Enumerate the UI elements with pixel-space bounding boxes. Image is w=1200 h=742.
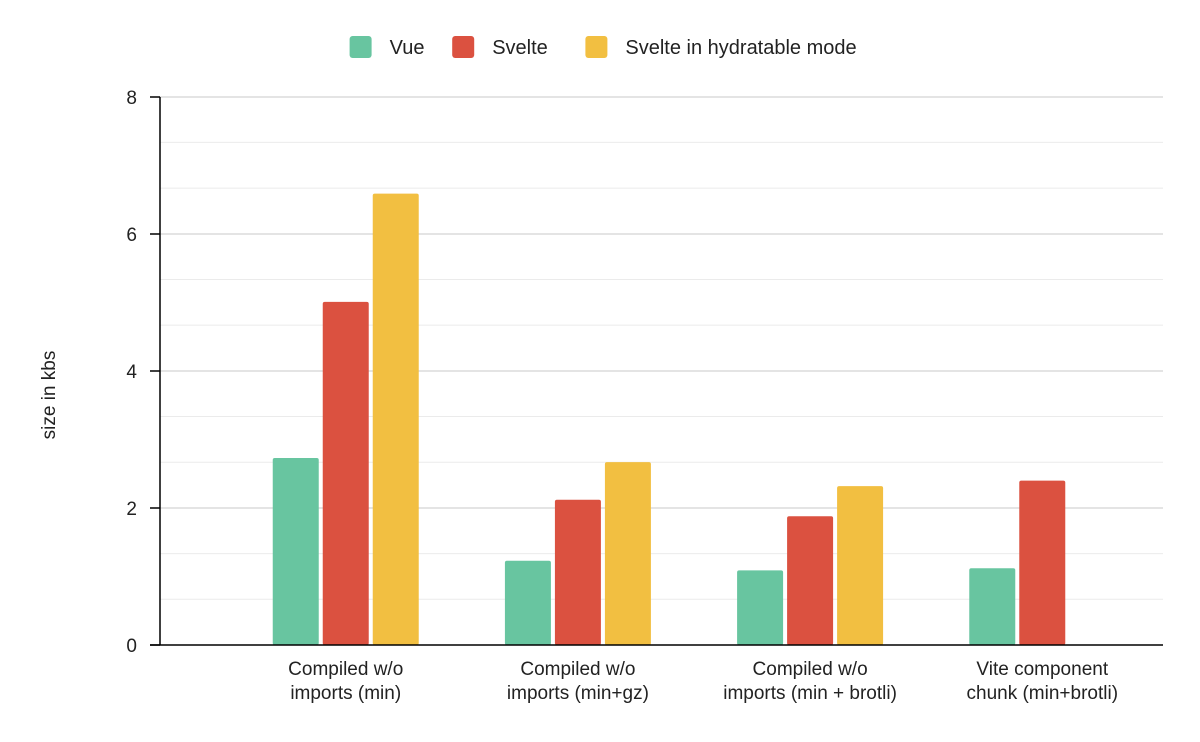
legend-swatch bbox=[585, 36, 608, 58]
legend-item-vue[interactable]: Vue bbox=[349, 36, 425, 59]
bar-svelte[interactable] bbox=[787, 516, 834, 645]
y-tick-label: 8 bbox=[126, 88, 137, 109]
x-category-label: Compiled w/o bbox=[753, 659, 868, 680]
legend[interactable]: Vue Svelte Svelte in hydratable mode bbox=[349, 36, 857, 59]
bar-svelte[interactable] bbox=[1019, 480, 1066, 645]
bar-svelte[interactable] bbox=[322, 301, 369, 645]
bar-vue[interactable] bbox=[737, 570, 784, 645]
bar-vue[interactable] bbox=[504, 560, 551, 645]
legend-label: Svelte in hydratable mode bbox=[625, 37, 856, 59]
y-tick-label: 2 bbox=[126, 499, 137, 520]
x-category-label: imports (min) bbox=[290, 683, 401, 704]
legend-swatch bbox=[452, 36, 475, 58]
bar-svelte-in-hydratable-mode[interactable] bbox=[372, 193, 419, 645]
legend-label: Svelte bbox=[492, 37, 548, 59]
x-category-labels: Compiled w/o imports (min) Compiled w/o imp… bbox=[288, 659, 1118, 704]
y-tick-label: 0 bbox=[126, 636, 137, 657]
y-tick-labels: 0 2 4 6 8 bbox=[126, 88, 137, 657]
bar-svelte-in-hydratable-mode[interactable] bbox=[604, 462, 651, 645]
legend-item-svelte[interactable]: Svelte bbox=[452, 36, 548, 59]
bars bbox=[272, 193, 1066, 645]
y-axis-title: size in kbs bbox=[39, 351, 60, 440]
x-category-label: Compiled w/o bbox=[288, 659, 403, 680]
x-category-label: Vite component bbox=[976, 659, 1108, 680]
legend-label: Vue bbox=[390, 37, 425, 59]
bar-vue[interactable] bbox=[272, 457, 319, 645]
x-category-label: imports (min+gz) bbox=[507, 683, 649, 704]
legend-item-svelte-in-hydratable-mode[interactable]: Svelte in hydratable mode bbox=[585, 36, 857, 59]
x-category-label: Compiled w/o bbox=[520, 659, 635, 680]
legend-swatch bbox=[349, 36, 372, 58]
bar-vue[interactable] bbox=[969, 568, 1016, 645]
bar-svelte-in-hydratable-mode[interactable] bbox=[837, 486, 884, 645]
x-category-label: chunk (min+brotli) bbox=[967, 683, 1119, 704]
y-tick-label: 4 bbox=[126, 362, 137, 383]
y-tick-label: 6 bbox=[126, 225, 137, 246]
axes bbox=[150, 96, 1163, 646]
x-category-label: imports (min + brotli) bbox=[723, 683, 897, 704]
bar-svelte[interactable] bbox=[554, 499, 601, 645]
